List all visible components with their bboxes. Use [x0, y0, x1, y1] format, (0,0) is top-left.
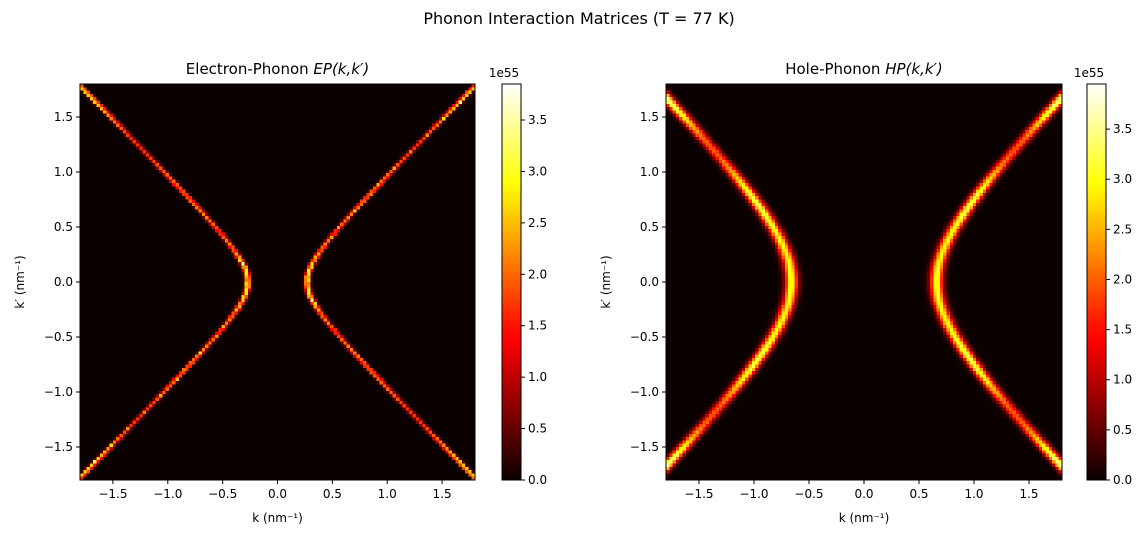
colorbar-tick-label: 0.5: [528, 422, 547, 436]
x-tick-label: 0.5: [909, 487, 928, 501]
colorbar-tick-label: 1.0: [1113, 373, 1132, 387]
x-tick-label: −0.5: [794, 487, 823, 501]
colorbar-tick-label: 2.0: [1113, 272, 1132, 286]
x-tick-label: 0.5: [323, 487, 342, 501]
x-tick-label: 0.0: [854, 487, 873, 501]
colorbar-tick-label: 3.5: [1113, 122, 1132, 136]
x-tick-label: 0.0: [268, 487, 287, 501]
x-tick-label: 1.0: [378, 487, 397, 501]
colorbar-tick-label: 2.5: [1113, 222, 1132, 236]
colorbar-tick-label: 1.5: [528, 319, 547, 333]
colorbar-tick-label: 2.5: [528, 216, 547, 230]
colorbar-tick-label: 0.0: [1113, 473, 1132, 487]
y-tick-label: 1.0: [54, 165, 73, 179]
x-tick-label: −1.0: [739, 487, 768, 501]
colorbar-tick-label: 3.0: [528, 164, 547, 178]
x-tick-label: −1.5: [98, 487, 127, 501]
colorbar-tick-label: 1.5: [1113, 323, 1132, 337]
colorbar-tick-label: 3.5: [528, 113, 547, 127]
figure-suptitle: Phonon Interaction Matrices (T = 77 K): [423, 9, 734, 28]
colorbar-tick-label: 3.0: [1113, 172, 1132, 186]
colorbar-scale-label: 1e55: [1074, 66, 1104, 80]
y-tick-label: 1.0: [640, 165, 659, 179]
colorbar-tick-label: 2.0: [528, 267, 547, 281]
y-tick-label: −1.5: [630, 440, 659, 454]
y-tick-label: 1.5: [640, 110, 659, 124]
y-tick-label: −1.5: [44, 440, 73, 454]
colorbar-tick-label: 0.5: [1113, 423, 1132, 437]
panel-electron-phonon: −1.5 −1.0 −0.5 0.0 0.5 1.0 1.5 −1.5 −1.0 −0.5 0.0 0…: [13, 60, 547, 525]
y-tick-label: 0.0: [54, 275, 73, 289]
y-tick-label: 1.5: [54, 110, 73, 124]
y-axis-label: k′ (nm⁻¹): [599, 255, 613, 308]
y-tick-label: 0.5: [640, 220, 659, 234]
colorbar-tick-label: 0.0: [528, 473, 547, 487]
heatmap-image: [80, 84, 475, 480]
x-tick-label: −1.5: [684, 487, 713, 501]
y-tick-label: 0.5: [54, 220, 73, 234]
y-tick-label: −0.5: [630, 330, 659, 344]
colorbar: [501, 83, 522, 481]
panel-title: Electron-Phonon EP(k,k′): [186, 60, 369, 78]
x-tick-label: 1.0: [964, 487, 983, 501]
y-axis-label: k′ (nm⁻¹): [13, 255, 27, 308]
x-tick-label: −0.5: [208, 487, 237, 501]
panel-title: Hole-Phonon HP(k,k′): [785, 60, 943, 78]
x-axis-label: k (nm⁻¹): [252, 511, 303, 525]
colorbar: [1086, 83, 1107, 481]
x-tick-label: 1.5: [1019, 487, 1038, 501]
y-tick-label: 0.0: [640, 275, 659, 289]
heatmap-image: [666, 84, 1062, 480]
colorbar-tick-label: 1.0: [528, 370, 547, 384]
colorbar-scale-label: 1e55: [489, 66, 519, 80]
y-tick-label: −1.0: [44, 385, 73, 399]
x-axis-label: k (nm⁻¹): [839, 511, 890, 525]
y-tick-label: −0.5: [44, 330, 73, 344]
panel-hole-phonon: −1.5 −1.0 −0.5 0.0 0.5 1.0 1.5 −1.5 −1.0 −0.5 0.0 0…: [599, 60, 1132, 525]
x-tick-label: 1.5: [433, 487, 452, 501]
y-tick-label: −1.0: [630, 385, 659, 399]
x-tick-label: −1.0: [153, 487, 182, 501]
